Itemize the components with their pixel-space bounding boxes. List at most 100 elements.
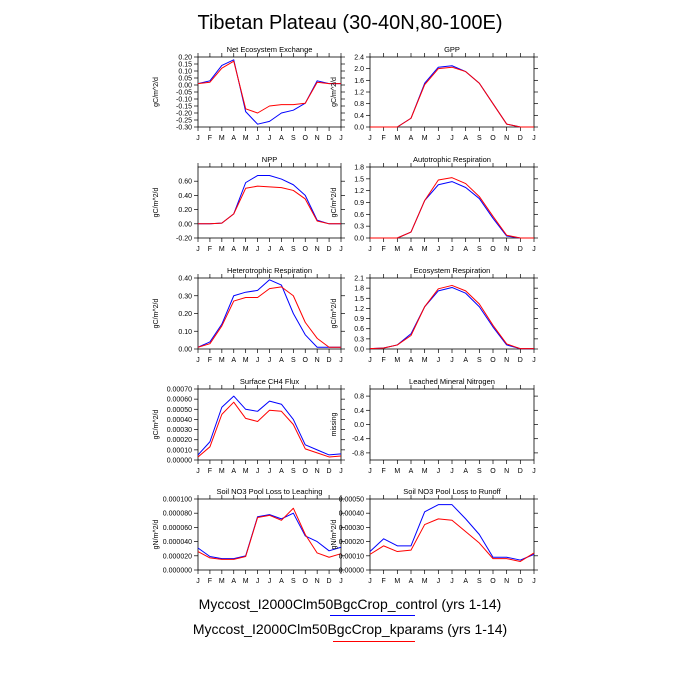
x-tick-label: S xyxy=(291,135,296,142)
x-tick-label: M xyxy=(219,578,225,585)
y-tick-label: 0.000020 xyxy=(163,553,192,560)
x-tick-label: A xyxy=(231,578,236,585)
y-axis-label: gN/m^2/d xyxy=(153,520,160,550)
x-tick-label: A xyxy=(409,357,414,364)
y-tick-label: 0.00 xyxy=(178,347,192,354)
y-tick-label: 0.00000 xyxy=(339,568,364,575)
x-tick-label: N xyxy=(315,135,320,142)
x-tick-label: J xyxy=(196,578,200,585)
x-tick-label: S xyxy=(477,468,482,475)
x-tick-label: J xyxy=(437,357,441,364)
x-tick-label: A xyxy=(409,578,414,585)
x-tick-label: F xyxy=(382,357,386,364)
x-tick-label: O xyxy=(303,357,309,364)
x-tick-label: J xyxy=(196,357,200,364)
y-tick-label: -0.8 xyxy=(352,450,364,457)
y-tick-label: 0.000100 xyxy=(163,497,192,504)
x-tick-label: J xyxy=(532,246,536,253)
x-tick-label: N xyxy=(504,357,509,364)
y-tick-label: 0.00040 xyxy=(167,417,192,424)
y-tick-label: 2.0 xyxy=(354,66,364,73)
y-tick-label: 0.6 xyxy=(354,326,364,333)
y-tick-label: 0.8 xyxy=(354,101,364,108)
x-tick-label: M xyxy=(243,468,249,475)
x-tick-label: N xyxy=(315,468,320,475)
y-tick-label: 0.05 xyxy=(178,76,192,83)
y-tick-label: 0.10 xyxy=(178,329,192,336)
y-tick-label: 1.2 xyxy=(354,188,364,195)
chart-panel: Leached Mineral Nitrogen missing 0.8 0.4 0.0… xyxy=(331,377,538,475)
y-tick-label: 0.00 xyxy=(178,221,192,228)
x-tick-label: F xyxy=(208,578,212,585)
x-tick-label: J xyxy=(339,357,343,364)
x-tick-label: J xyxy=(532,135,536,142)
y-tick-label: 0.40 xyxy=(178,193,192,200)
x-tick-label: A xyxy=(279,246,284,253)
x-tick-label: J xyxy=(437,578,441,585)
x-tick-label: J xyxy=(339,135,343,142)
chart-panel: Surface CH4 Flux gC/m^2/d 0.00070 0.00060 0.… xyxy=(153,377,345,475)
x-tick-label: S xyxy=(477,357,482,364)
x-tick-label: F xyxy=(208,357,212,364)
y-axis-label: gC/m^2/d xyxy=(331,188,338,218)
series-line-kparams xyxy=(197,60,341,114)
x-tick-label: J xyxy=(368,357,372,364)
chart-title: Heterotrophic Respiration xyxy=(227,266,312,275)
x-tick-label: F xyxy=(382,246,386,253)
legend-swatch-kparams xyxy=(333,641,415,642)
y-tick-label: 2.1 xyxy=(354,276,364,283)
y-tick-label: 0.00010 xyxy=(339,553,364,560)
x-tick-label: J xyxy=(450,468,454,475)
y-tick-label: 0.000080 xyxy=(163,511,192,518)
x-tick-label: A xyxy=(463,357,468,364)
y-tick-label: 0.4 xyxy=(354,408,364,415)
y-tick-label: 1.8 xyxy=(354,165,364,172)
figure-title: Tibetan Plateau (30-40N,80-100E) xyxy=(197,12,503,34)
x-tick-label: O xyxy=(490,578,496,585)
y-tick-label: 0.0 xyxy=(354,125,364,132)
x-tick-label: J xyxy=(268,357,272,364)
x-tick-label: J xyxy=(450,357,454,364)
x-tick-label: O xyxy=(490,135,496,142)
y-tick-label: 0.00020 xyxy=(167,437,192,444)
y-tick-label: -0.20 xyxy=(176,111,192,118)
chart-title: Autotrophic Respiration xyxy=(413,155,491,164)
y-tick-label: 0.15 xyxy=(178,62,192,69)
plot-frame xyxy=(369,277,535,350)
y-tick-label: 0.4 xyxy=(354,113,364,120)
legend-swatch-control xyxy=(330,615,415,616)
x-tick-label: M xyxy=(219,468,225,475)
x-tick-label: A xyxy=(231,468,236,475)
x-tick-label: D xyxy=(327,357,332,364)
x-tick-label: O xyxy=(490,468,496,475)
series-line-kparams xyxy=(369,518,535,562)
plot-frame xyxy=(369,388,535,461)
y-tick-label: 1.5 xyxy=(354,176,364,183)
x-tick-label: M xyxy=(219,135,225,142)
chart-title: Ecosystem Respiration xyxy=(414,266,491,275)
x-tick-label: A xyxy=(231,246,236,253)
series-line-kparams xyxy=(198,185,341,225)
y-tick-label: 1.8 xyxy=(354,286,364,293)
x-tick-label: J xyxy=(339,246,343,253)
chart-panel: Soil NO3 Pool Loss to RunoffgN/m^2/d0.00… xyxy=(331,487,538,585)
y-tick-label: 0.40 xyxy=(178,276,192,283)
x-tick-label: J xyxy=(268,468,272,475)
x-tick-label: O xyxy=(490,357,496,364)
y-tick-label: 0.00 xyxy=(178,83,192,90)
x-tick-label: J xyxy=(437,135,441,142)
x-tick-label: M xyxy=(394,357,400,364)
y-tick-label: 0.00040 xyxy=(339,511,364,518)
x-tick-label: F xyxy=(208,246,212,253)
x-tick-label: M xyxy=(422,468,428,475)
x-tick-label: D xyxy=(327,468,332,475)
x-tick-label: O xyxy=(490,246,496,253)
x-tick-label: N xyxy=(504,246,509,253)
y-tick-label: 0.3 xyxy=(354,336,364,343)
x-tick-label: J xyxy=(256,246,260,253)
series-line-control xyxy=(370,65,534,128)
x-tick-label: A xyxy=(409,468,414,475)
y-tick-label: 0.0 xyxy=(354,422,364,429)
y-tick-label: 0.00010 xyxy=(167,447,192,454)
